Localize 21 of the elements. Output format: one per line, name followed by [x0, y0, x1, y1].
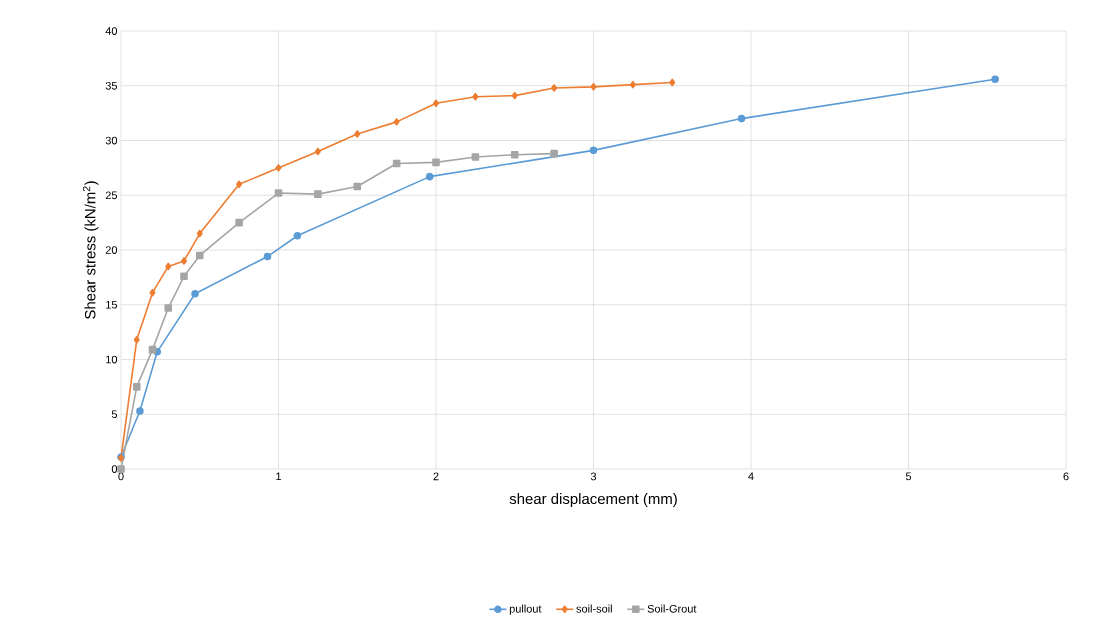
y-tick-label: 10 [106, 355, 118, 364]
y-tick-label: 0 [111, 465, 118, 473]
y-tick-label: 15 [106, 300, 118, 309]
x-tick-label: 5 [905, 472, 912, 481]
x-tick-label: 2 [433, 472, 439, 481]
x-tick-label: 0 [118, 472, 124, 481]
x-tick-label: 3 [590, 472, 597, 481]
legend-label: soil-soil [576, 604, 612, 613]
legend-label: pullout [509, 604, 542, 615]
x-axis-title: shear displacement (mm) [509, 493, 677, 508]
x-tick-label: 6 [1063, 472, 1069, 481]
y-tick-label: 25 [105, 191, 118, 200]
x-tick-label: 1 [276, 472, 282, 481]
y-tick-label: 20 [105, 246, 118, 254]
x-tick-label: 4 [748, 472, 754, 481]
y-tick-label: 35 [105, 81, 118, 90]
y-tick-label: 40 [105, 27, 118, 35]
y-axis-title: Shear stress (kN/m$^{2}$) [82, 181, 99, 319]
y-tick-label: 5 [111, 410, 118, 419]
legend-label: Soil-Grout [647, 604, 697, 613]
y-tick-label: 30 [105, 136, 118, 145]
